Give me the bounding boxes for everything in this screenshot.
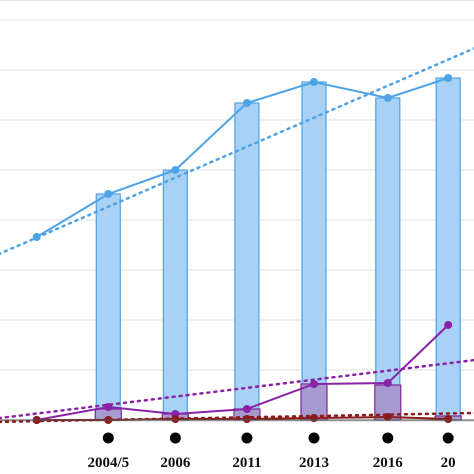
data-point [242, 415, 251, 423]
data-point [310, 414, 318, 422]
tick-label: 2004/5 [87, 455, 129, 471]
tick-marker [241, 432, 253, 444]
tick-marker [442, 432, 454, 444]
bar [301, 81, 327, 421]
tick-label: 2006 [160, 455, 191, 471]
tick-marker [169, 432, 181, 444]
tick-label: 2011 [232, 455, 261, 471]
tick-marker [102, 432, 114, 444]
data-point [383, 379, 392, 387]
data-point [171, 166, 180, 174]
chart-marks [0, 47, 474, 424]
plot-frame [0, 0, 474, 422]
data-point [242, 405, 251, 413]
x-axis: 2004/5 2006 2011 2013 2016 20 [0, 419, 474, 471]
data-point [383, 94, 392, 102]
data-point [242, 99, 251, 107]
data-point [104, 190, 113, 198]
data-point [444, 415, 453, 423]
data-point [310, 78, 318, 86]
data-point [104, 403, 113, 411]
trend-line [0, 358, 474, 420]
data-point [171, 415, 180, 423]
data-point [444, 321, 453, 329]
data-point [32, 233, 41, 241]
bar [95, 193, 121, 421]
tick-label: 2016 [373, 455, 404, 471]
tick-label: 20 [441, 455, 456, 471]
tick-label: 2013 [299, 455, 329, 471]
data-point [383, 413, 392, 421]
bar [435, 77, 461, 421]
data-point [310, 380, 318, 388]
data-point [444, 74, 453, 82]
tick-marker [382, 432, 394, 444]
bar [162, 169, 188, 421]
tick-marker [308, 432, 320, 444]
